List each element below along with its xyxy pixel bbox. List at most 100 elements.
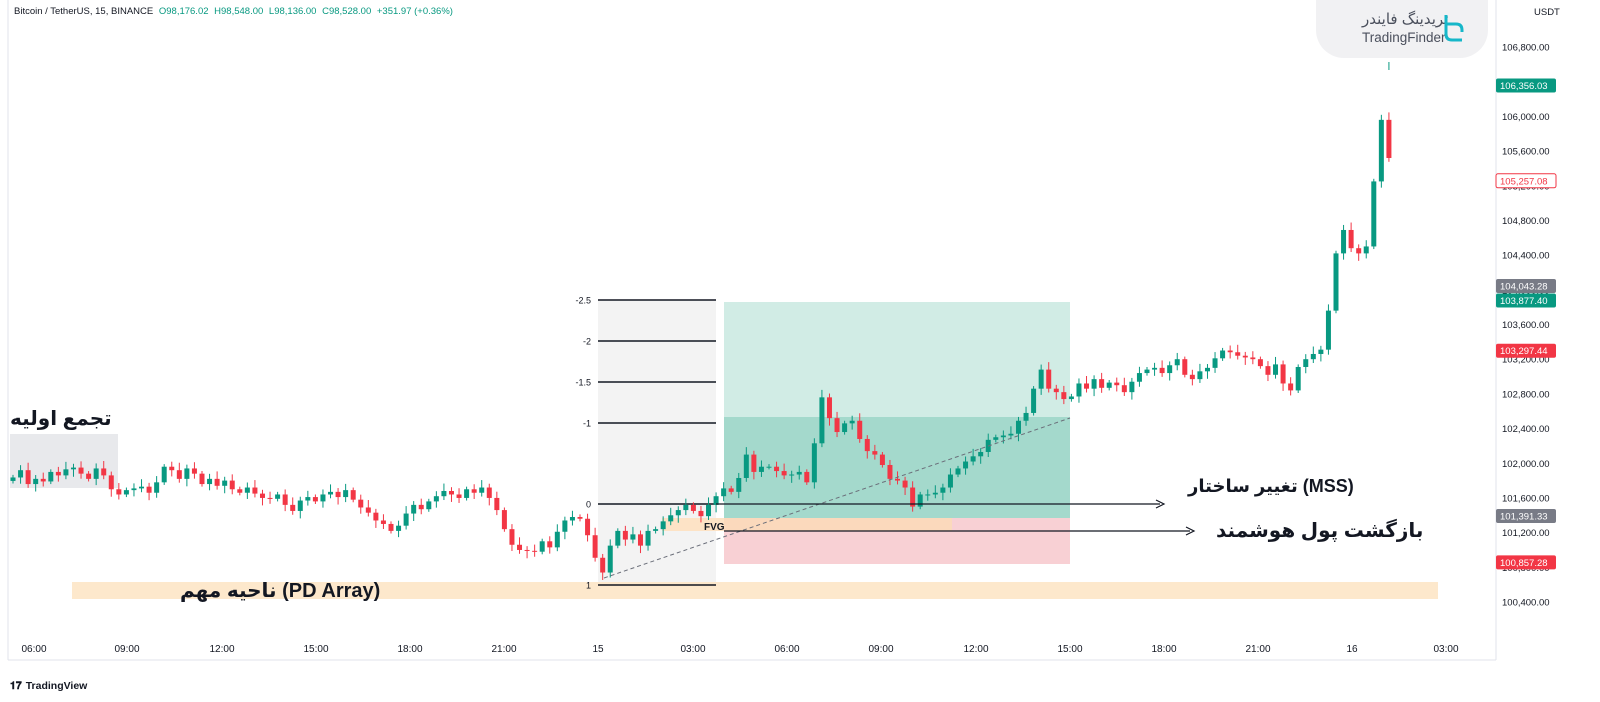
price-tick-label: 103,200.00 [1502,355,1550,366]
candle-body [358,499,364,508]
candle-body [1333,253,1339,311]
candle-body [1341,229,1347,254]
price-badge-label: 103,877.40 [1500,296,1548,307]
candle-body [426,501,432,510]
brand-banner [1316,0,1488,58]
high-value: H98,548.00 [214,6,264,17]
currency-label[interactable]: USDT [1534,7,1560,18]
candle-body [40,478,46,482]
candle-body [343,490,349,498]
candle-body [297,500,303,511]
candle-body [1378,119,1384,182]
candle-body [1046,369,1052,389]
fib-level-label: -2 [583,337,591,347]
candle-body [123,490,129,495]
candle-body [811,443,817,483]
candle-body [18,470,24,478]
smart-money-arrow-head [1185,526,1196,536]
candle-body [1348,229,1354,249]
candle-body [464,489,470,498]
candle-body [547,541,553,548]
candle-body [320,494,326,502]
candle-body [33,478,39,485]
price-tick-label: 104,800.00 [1502,216,1550,227]
candle-body [1167,365,1173,374]
candle-body [857,420,863,439]
tradingview-footer[interactable]: 𝟏𝟕 TradingView [10,680,87,693]
candle-body [963,461,969,469]
candle-body [1031,388,1037,413]
candle-body [1189,374,1195,380]
candle-body [441,491,447,497]
candle-body [55,471,61,476]
candle-body [690,504,696,511]
candle-body [214,478,220,486]
candle-body [388,523,394,531]
candle-body [161,466,167,483]
candle-body [25,470,31,485]
candle-body [554,531,560,548]
price-tick-label: 103,600.00 [1502,320,1550,331]
brand-name-en: TradingFinder [1362,30,1446,45]
candle-body [728,488,734,492]
candle-body [1363,246,1369,254]
time-tick-label: 03:00 [1433,644,1458,655]
candle-body [1227,350,1233,353]
fib-level-label: -1 [583,419,591,429]
candle-body [517,544,523,550]
candle-body [312,497,318,502]
candle-body [328,491,334,495]
candle-body [1091,379,1097,389]
candle-body [1015,420,1021,434]
open-value: O98,176.02 [158,6,209,17]
candle-body [1235,352,1241,356]
fib-level-label: 1 [586,581,591,591]
candle-body [660,521,666,530]
fvg-entry-zone [724,518,952,531]
candle-body [456,494,462,498]
candle-body [244,487,250,493]
candle-body [879,454,885,465]
time-tick-label: 06:00 [774,644,799,655]
ohlc-legend: Bitcoin / TetherUS, 15, BINANCE O98,176.… [14,6,456,17]
candle-body [592,535,598,558]
fib-level-label: -2.5 [575,296,591,306]
candle-body [1356,248,1362,254]
candle-body [585,518,591,536]
candle-body [1303,359,1309,367]
mss-arrow-head [1155,499,1166,509]
candle-body [1242,355,1248,358]
candle-body [577,517,583,519]
close-value: C98,528.00 [322,6,372,17]
trend-dashed-line [603,417,1071,579]
time-tick-label: 03:00 [680,644,705,655]
candle-body [93,468,99,479]
candle-body [207,478,213,485]
candle-body [486,487,492,498]
symbol-title[interactable]: Bitcoin / TetherUS, 15, BINANCE [14,6,154,17]
candle-body [139,486,145,489]
candle-body [743,454,749,478]
candle-body [796,471,802,475]
candle-body [1257,359,1263,367]
candle-body [63,469,69,476]
candle-body [902,480,908,488]
candle-body [932,492,938,495]
time-tick-label: 12:00 [209,644,234,655]
candle-body [615,530,621,546]
candle-body [895,478,901,481]
candle-body [842,423,848,433]
candle-body [1220,350,1226,359]
time-tick-label: 15:00 [1057,644,1082,655]
price-badge [1496,509,1556,524]
candle-body [108,475,114,490]
candle-body [509,529,515,545]
candle-body [282,494,288,505]
candle-body [290,504,296,511]
candle-body [706,504,712,517]
candle-body [955,468,961,475]
price-badge-label: 105,257.08 [1500,176,1548,187]
candle-body [826,397,832,419]
candle-body [1386,119,1392,158]
